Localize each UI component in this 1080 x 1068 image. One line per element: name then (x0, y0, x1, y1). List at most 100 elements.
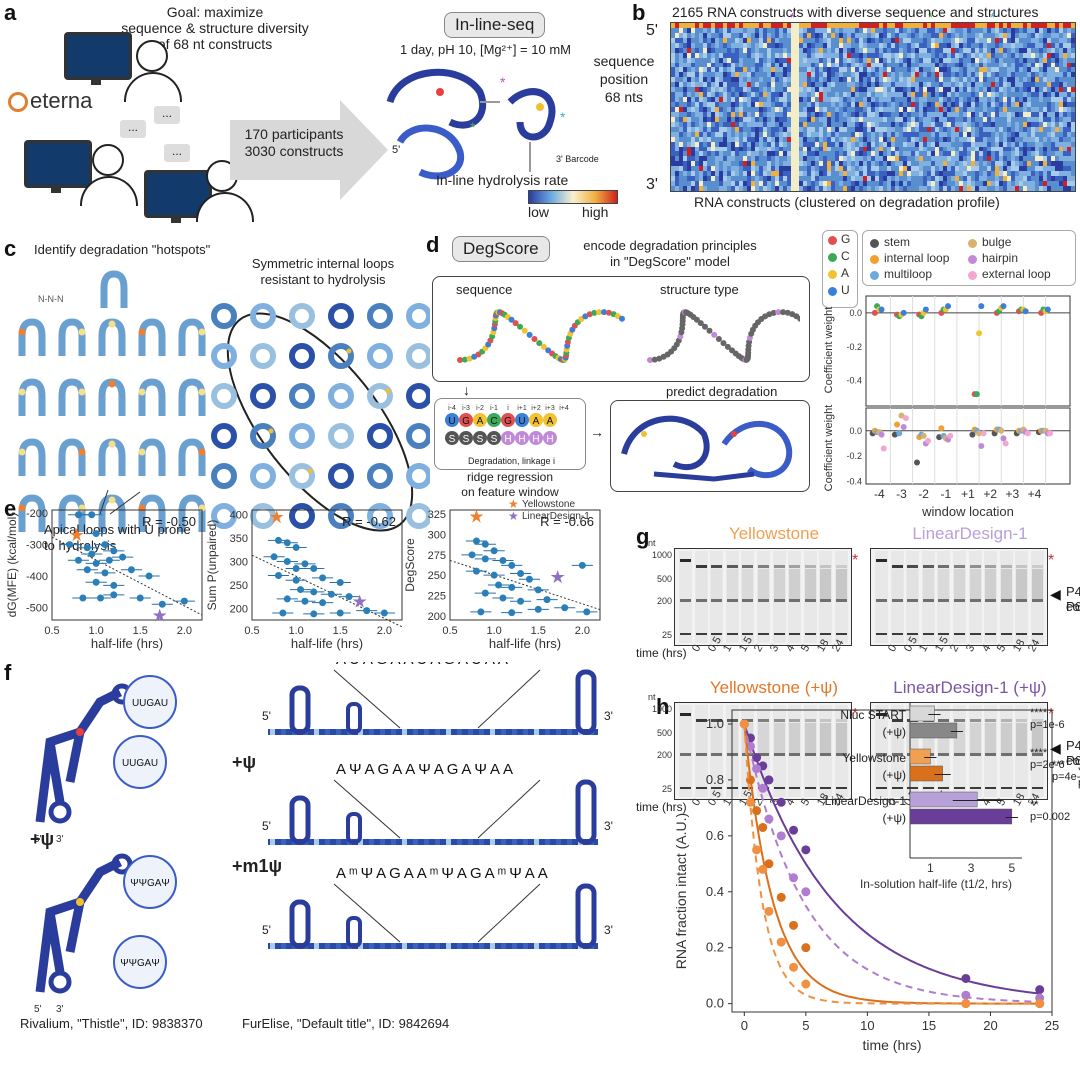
heatmap-cell (1027, 141, 1032, 147)
heatmap-cell (871, 92, 876, 98)
linear-nt (336, 729, 341, 735)
heatmap-cell (727, 116, 732, 123)
heatmap-cell (699, 102, 704, 108)
heatmap-cell (863, 42, 868, 49)
heatmap-cell (931, 102, 936, 108)
heatmap-cell (671, 92, 676, 98)
heatmap-cell (839, 87, 844, 93)
heatmap-cell (903, 47, 908, 54)
heatmap-cell (995, 166, 1000, 172)
heatmap-cell (1071, 57, 1075, 63)
heatmap-cell (851, 136, 856, 142)
internal-loop-icon (406, 383, 430, 409)
heatmap-cell (923, 156, 928, 162)
heatmap-cell (827, 47, 832, 54)
sequence-nucleotide (601, 309, 607, 316)
heatmap-cell (851, 131, 856, 138)
heatmap-cell (1067, 82, 1072, 88)
heatmap-cell (723, 161, 728, 167)
heatmap-cell (883, 47, 888, 54)
heatmap-cell (855, 57, 860, 63)
heatmap-cell (879, 23, 884, 29)
internal-loop-icon (328, 303, 354, 329)
heatmap-cell (959, 37, 964, 44)
heatmap-cell (943, 107, 948, 113)
heatmap-cell (967, 97, 972, 103)
heatmap-cell (811, 57, 816, 63)
heatmap-cell (707, 176, 712, 182)
heatmap-cell (731, 82, 736, 88)
heatmap-cell (795, 181, 800, 187)
heatmap-cell (1039, 67, 1044, 73)
heatmap-cell (983, 42, 988, 49)
heatmap-cell (871, 87, 876, 93)
heatmap-cell (703, 156, 708, 162)
heatmap-cell (715, 186, 720, 191)
heatmap-cell (939, 27, 944, 34)
heatmap-cell (943, 32, 948, 39)
heatmap-cell (1011, 151, 1016, 157)
heatmap-cell (1015, 141, 1020, 147)
heatmap-cell (687, 146, 692, 152)
heatmap-cell (851, 42, 856, 49)
heatmap-cell (1051, 146, 1056, 152)
linear-nt (281, 943, 286, 949)
heatmap-cell (763, 136, 768, 142)
heatmap-cell (931, 141, 936, 147)
heatmap-cell (943, 156, 948, 162)
heatmap-cell (859, 116, 864, 123)
heatmap-cell (751, 166, 756, 172)
heatmap-cell (1035, 42, 1040, 49)
heatmap-cell (711, 62, 716, 68)
heatmap-cell (923, 136, 928, 142)
heatmap-cell (791, 126, 796, 133)
inset-bar (909, 765, 943, 782)
heatmap-cell (847, 27, 852, 34)
heatmap-cell (931, 171, 936, 177)
heatmap-cell (991, 57, 996, 63)
heatmap-cell (731, 32, 736, 39)
heatmap-cell (1023, 107, 1028, 113)
heatmap-cell (815, 92, 820, 98)
heatmap-cell (1023, 32, 1028, 39)
heatmap-cell (883, 151, 888, 157)
heatmap-cell (963, 77, 968, 83)
heatmap-cell (711, 87, 716, 93)
heatmap-cell (1071, 136, 1075, 142)
heatmap-cell (1019, 27, 1024, 34)
sequence-nucleotide (526, 331, 533, 338)
heatmap-cell (895, 107, 900, 113)
heatmap-cell (851, 37, 856, 44)
heatmap-cell (683, 156, 688, 162)
heatmap-cell (823, 82, 828, 88)
heatmap-cell (1015, 27, 1020, 34)
heatmap-cell (755, 57, 760, 63)
heatmap-cell (691, 82, 696, 88)
heatmap-cell (1035, 32, 1040, 39)
heatmap-cell (963, 37, 968, 44)
heatmap-cell (951, 136, 956, 142)
window-position-label: i+1 (517, 405, 527, 412)
heatmap-cell (915, 23, 920, 29)
heatmap-cell (703, 131, 708, 138)
heatmap-cell (995, 52, 1000, 58)
heatmap-cell (935, 181, 940, 187)
internal-loop-icon (328, 503, 354, 529)
heatmap-cell (735, 111, 740, 118)
heatmap-cell (771, 131, 776, 138)
heatmap-cell (699, 171, 704, 177)
heatmap-cell (963, 42, 968, 49)
heatmap-cell (807, 176, 812, 182)
heatmap-cell (799, 111, 804, 118)
gel-band (1032, 633, 1043, 635)
heatmap-cell (695, 23, 700, 29)
heatmap-cell (911, 181, 916, 187)
heatmap-cell (971, 72, 976, 78)
heatmap-cell (795, 62, 800, 68)
heatmap-cell (867, 42, 872, 49)
heatmap-cell (875, 131, 880, 138)
heatmap-cell (1015, 57, 1020, 63)
heatmap-cell (739, 52, 744, 58)
heatmap-cell (699, 23, 704, 29)
heatmap-cell (783, 156, 788, 162)
